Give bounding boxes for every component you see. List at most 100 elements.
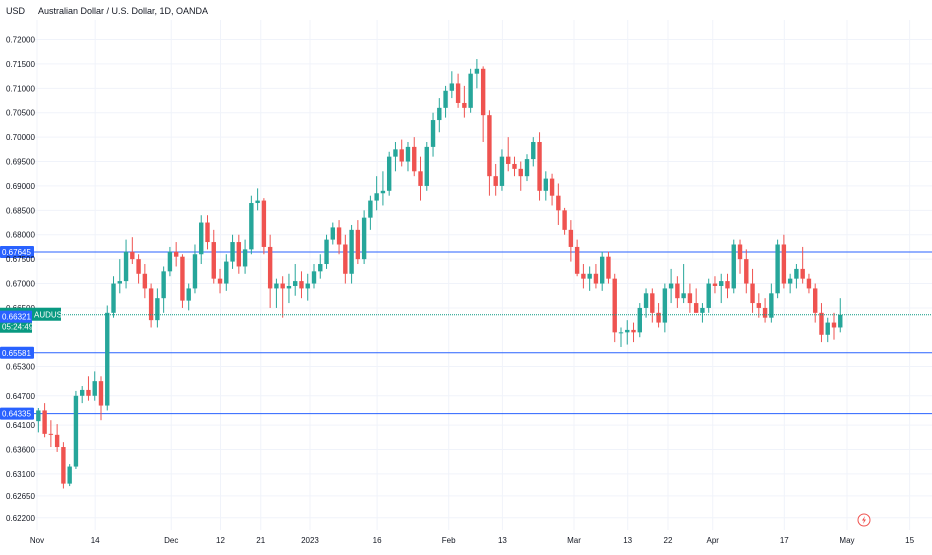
candle[interactable] bbox=[255, 188, 260, 211]
candle[interactable] bbox=[568, 220, 574, 262]
candle[interactable] bbox=[155, 288, 160, 328]
candle[interactable] bbox=[480, 66, 486, 143]
candle[interactable] bbox=[123, 239, 129, 289]
candle[interactable] bbox=[54, 424, 60, 452]
candle[interactable] bbox=[474, 59, 480, 89]
candle[interactable] bbox=[762, 298, 768, 323]
candle[interactable] bbox=[418, 156, 423, 201]
candle[interactable] bbox=[587, 266, 592, 291]
candle[interactable] bbox=[199, 215, 204, 265]
candle[interactable] bbox=[462, 85, 467, 118]
candle[interactable] bbox=[236, 234, 242, 274]
candle[interactable] bbox=[161, 266, 166, 313]
candle[interactable] bbox=[693, 288, 699, 313]
candle[interactable] bbox=[719, 273, 724, 304]
candle[interactable] bbox=[343, 234, 348, 284]
candle[interactable] bbox=[700, 303, 705, 323]
candle[interactable] bbox=[518, 161, 523, 191]
candle[interactable] bbox=[443, 85, 448, 118]
candle[interactable] bbox=[167, 246, 173, 277]
candle[interactable] bbox=[117, 259, 122, 294]
candle[interactable] bbox=[336, 220, 342, 255]
candle[interactable] bbox=[781, 234, 787, 289]
candle[interactable] bbox=[706, 278, 711, 313]
candle[interactable] bbox=[493, 163, 498, 196]
candle[interactable] bbox=[668, 268, 674, 304]
candle[interactable] bbox=[293, 264, 298, 296]
candle[interactable] bbox=[211, 229, 216, 284]
candle[interactable] bbox=[606, 251, 611, 284]
candle[interactable] bbox=[487, 110, 492, 196]
candle[interactable] bbox=[42, 403, 47, 438]
candle[interactable] bbox=[148, 283, 154, 328]
candle[interactable] bbox=[574, 239, 580, 277]
candle[interactable] bbox=[769, 283, 774, 323]
candle[interactable] bbox=[543, 171, 549, 201]
candle[interactable] bbox=[800, 246, 805, 284]
candle[interactable] bbox=[737, 239, 743, 274]
candle[interactable] bbox=[368, 195, 373, 230]
candle[interactable] bbox=[186, 283, 191, 311]
candle[interactable] bbox=[675, 276, 680, 308]
candle[interactable] bbox=[280, 276, 285, 318]
candle[interactable] bbox=[637, 303, 642, 338]
candle[interactable] bbox=[631, 322, 636, 343]
candle[interactable] bbox=[173, 242, 179, 267]
candle[interactable] bbox=[261, 198, 267, 255]
candle[interactable] bbox=[512, 156, 517, 177]
candle[interactable] bbox=[192, 244, 198, 294]
candle[interactable] bbox=[556, 183, 561, 225]
candle[interactable] bbox=[744, 249, 749, 294]
candle[interactable] bbox=[330, 222, 335, 245]
candle[interactable] bbox=[349, 224, 354, 284]
candle[interactable] bbox=[92, 371, 97, 401]
candle[interactable] bbox=[355, 220, 361, 265]
candle[interactable] bbox=[806, 273, 812, 294]
candle[interactable] bbox=[775, 239, 780, 299]
lightning-icon[interactable] bbox=[857, 513, 871, 527]
candle[interactable] bbox=[98, 376, 104, 421]
candle[interactable] bbox=[386, 151, 392, 196]
candle[interactable] bbox=[73, 390, 79, 469]
candle[interactable] bbox=[205, 215, 210, 250]
candle[interactable] bbox=[224, 254, 229, 291]
candle[interactable] bbox=[524, 154, 530, 182]
candle[interactable] bbox=[249, 195, 254, 255]
candle[interactable] bbox=[242, 239, 248, 274]
candle[interactable] bbox=[449, 71, 455, 99]
candle[interactable] bbox=[794, 264, 799, 289]
candle[interactable] bbox=[506, 137, 511, 172]
candle[interactable] bbox=[712, 276, 718, 294]
candle[interactable] bbox=[643, 288, 649, 318]
candle[interactable] bbox=[111, 276, 116, 318]
candle[interactable] bbox=[819, 303, 824, 343]
candle[interactable] bbox=[731, 239, 736, 294]
candle[interactable] bbox=[180, 254, 185, 308]
candle[interactable] bbox=[813, 283, 818, 323]
candle[interactable] bbox=[612, 273, 617, 343]
candle[interactable] bbox=[142, 264, 148, 299]
candle[interactable] bbox=[687, 283, 693, 313]
candle[interactable] bbox=[599, 251, 605, 291]
candle[interactable] bbox=[311, 264, 317, 289]
candle[interactable] bbox=[437, 98, 442, 133]
candle[interactable] bbox=[380, 171, 386, 206]
candle[interactable] bbox=[230, 234, 235, 269]
candle[interactable] bbox=[86, 376, 91, 401]
candle[interactable] bbox=[499, 149, 505, 191]
candle[interactable] bbox=[531, 137, 536, 167]
candle[interactable] bbox=[374, 176, 379, 211]
candle[interactable] bbox=[725, 273, 730, 299]
candle[interactable] bbox=[593, 264, 599, 289]
candle[interactable] bbox=[750, 268, 755, 313]
candle[interactable] bbox=[67, 464, 72, 487]
candle[interactable] bbox=[537, 132, 542, 201]
candle[interactable] bbox=[468, 68, 473, 113]
candle[interactable] bbox=[838, 298, 843, 333]
candle[interactable] bbox=[405, 142, 411, 172]
candle[interactable] bbox=[61, 442, 66, 489]
candle[interactable] bbox=[650, 288, 655, 323]
candle[interactable] bbox=[618, 327, 624, 347]
